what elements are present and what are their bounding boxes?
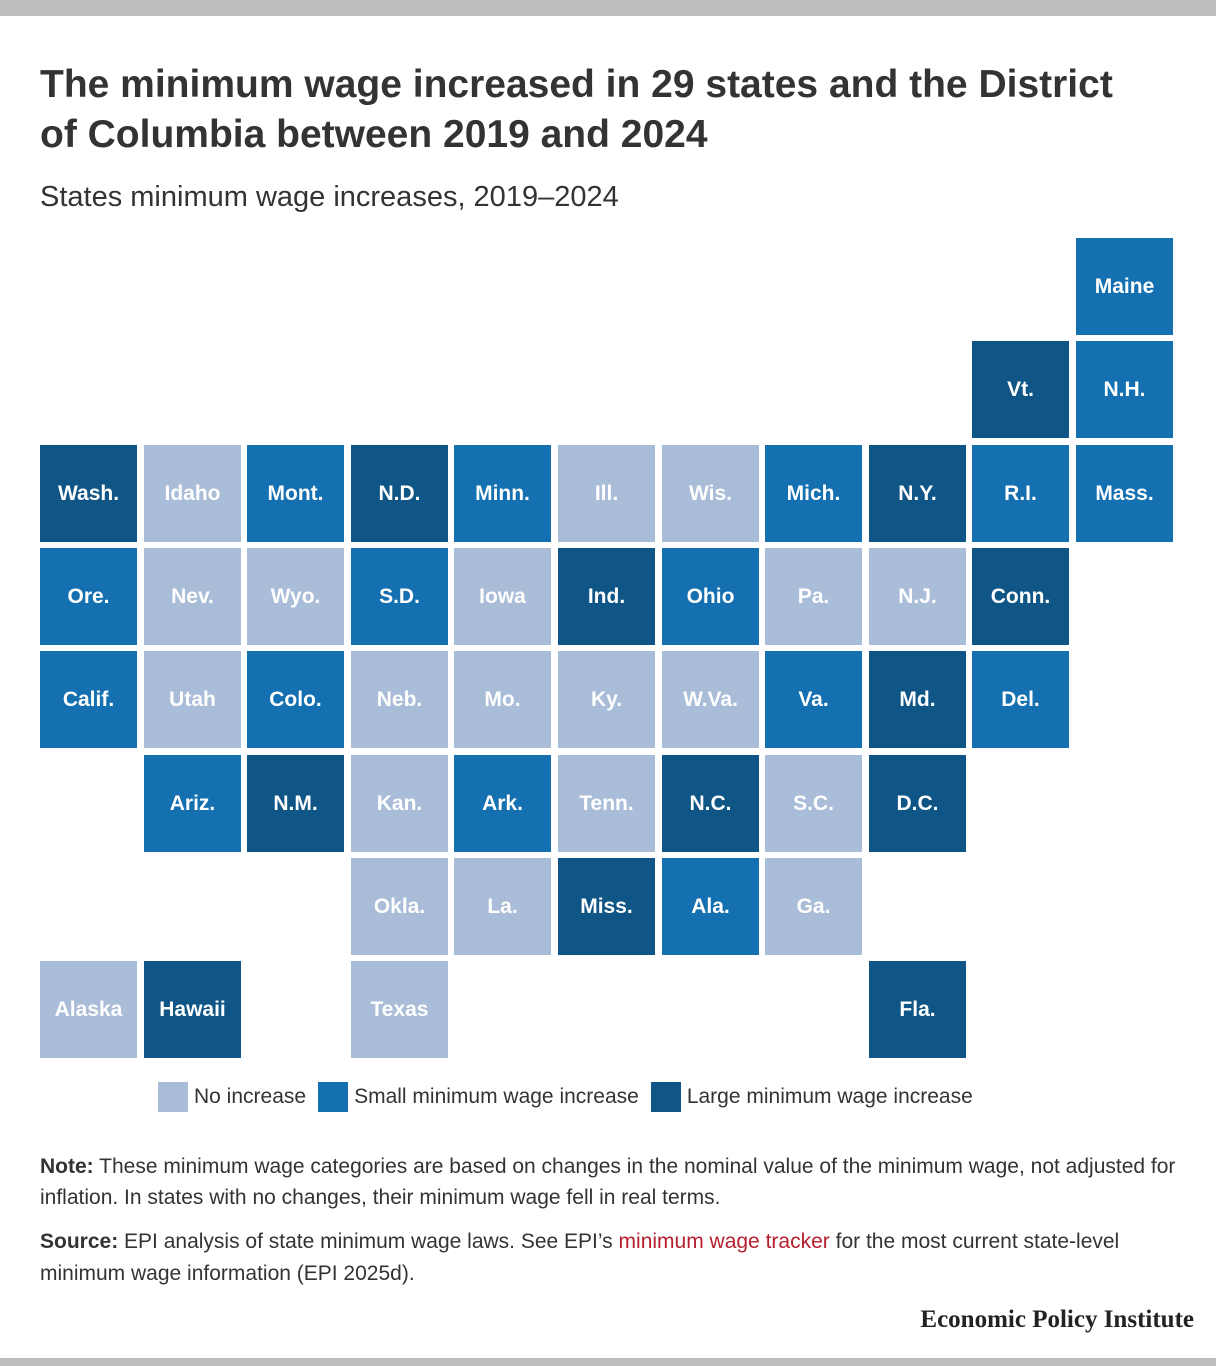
chart-title: The minimum wage increased in 29 states … (40, 63, 1113, 156)
minimum-wage-tracker-link[interactable]: minimum wage tracker (618, 1230, 830, 1253)
note-label: Note: (40, 1155, 94, 1178)
state-tile-ohio: Ohio (662, 548, 759, 645)
state-tile-nev: Nev. (144, 548, 241, 645)
source-label: Source: (40, 1230, 119, 1253)
legend-item-none: No increase (158, 1082, 306, 1112)
state-tile-ill: Ill. (558, 445, 655, 542)
state-tile-alaska: Alaska (40, 961, 137, 1058)
state-tile-idaho: Idaho (144, 445, 241, 542)
legend-label-large: Large minimum wage increase (686, 1085, 973, 1108)
state-tile-s-c: S.C. (765, 755, 862, 852)
state-tile-md: Md. (869, 651, 966, 748)
state-tile-wash: Wash. (40, 445, 137, 542)
state-tile-n-m: N.M. (247, 755, 344, 852)
source-text: EPI analysis of state minimum wage laws.… (124, 1230, 613, 1253)
state-tile-ariz: Ariz. (144, 755, 241, 852)
source: Source: EPI analysis of state minimum wa… (40, 1226, 1180, 1290)
state-tile-kan: Kan. (351, 755, 448, 852)
state-tile-del: Del. (972, 651, 1069, 748)
state-tile-mich: Mich. (765, 445, 862, 542)
state-tile-calif: Calif. (40, 651, 137, 748)
state-tile-ky: Ky. (558, 651, 655, 748)
state-tile-la: La. (454, 858, 551, 955)
state-tile-hawaii: Hawaii (144, 961, 241, 1058)
state-tile-ark: Ark. (454, 755, 551, 852)
legend: No increase Small minimum wage increase … (158, 1081, 985, 1113)
state-tile-wyo: Wyo. (247, 548, 344, 645)
state-tile-w-va: W.Va. (662, 651, 759, 748)
state-tile-ore: Ore. (40, 548, 137, 645)
legend-item-large: Large minimum wage increase (650, 1082, 973, 1112)
source-text-end: for the most current state-level minimum… (40, 1230, 1120, 1285)
state-tile-d-c: D.C. (869, 755, 966, 852)
legend-swatch-large (650, 1082, 681, 1112)
chart-subtitle: States minimum wage increases, 2019–2024 (40, 181, 619, 213)
top-border (0, 0, 1216, 16)
state-tile-s-d: S.D. (351, 548, 448, 645)
state-tile-mass: Mass. (1076, 445, 1173, 542)
note-text: These minimum wage categories are based … (40, 1155, 1176, 1209)
state-tile-n-h: N.H. (1076, 341, 1173, 438)
state-tile-n-d: N.D. (351, 445, 448, 542)
legend-item-small: Small minimum wage increase (318, 1082, 639, 1112)
state-tile-neb: Neb. (351, 651, 448, 748)
note: Note: These minimum wage categories are … (40, 1151, 1180, 1213)
state-tile-mo: Mo. (454, 651, 551, 748)
state-tile-iowa: Iowa (454, 548, 551, 645)
state-tile-n-c: N.C. (662, 755, 759, 852)
state-tile-fla: Fla. (869, 961, 966, 1058)
state-tile-n-y: N.Y. (869, 445, 966, 542)
state-tile-vt: Vt. (972, 341, 1069, 438)
legend-label-none: No increase (194, 1085, 307, 1108)
state-tile-minn: Minn. (454, 445, 551, 542)
state-tile-wis: Wis. (662, 445, 759, 542)
legend-label-small: Small minimum wage increase (354, 1085, 639, 1108)
state-tile-utah: Utah (144, 651, 241, 748)
state-tile-ind: Ind. (558, 548, 655, 645)
state-tile-n-j: N.J. (869, 548, 966, 645)
bottom-border (0, 1358, 1216, 1366)
state-tile-maine: Maine (1076, 238, 1173, 335)
state-tile-okla: Okla. (351, 858, 448, 955)
state-tile-ala: Ala. (662, 858, 759, 955)
brand-logo: Economic Policy Institute (920, 1306, 1194, 1333)
legend-swatch-none (158, 1082, 188, 1112)
state-tile-pa: Pa. (765, 548, 862, 645)
state-tile-colo: Colo. (247, 651, 344, 748)
legend-swatch-small (318, 1082, 349, 1112)
state-tile-va: Va. (765, 651, 862, 748)
state-tile-miss: Miss. (558, 858, 655, 955)
state-tile-ga: Ga. (765, 858, 862, 955)
state-tile-mont: Mont. (247, 445, 344, 542)
state-tile-texas: Texas (351, 961, 448, 1058)
state-tile-conn: Conn. (972, 548, 1069, 645)
state-tile-r-i: R.I. (972, 445, 1069, 542)
state-tile-tenn: Tenn. (558, 755, 655, 852)
